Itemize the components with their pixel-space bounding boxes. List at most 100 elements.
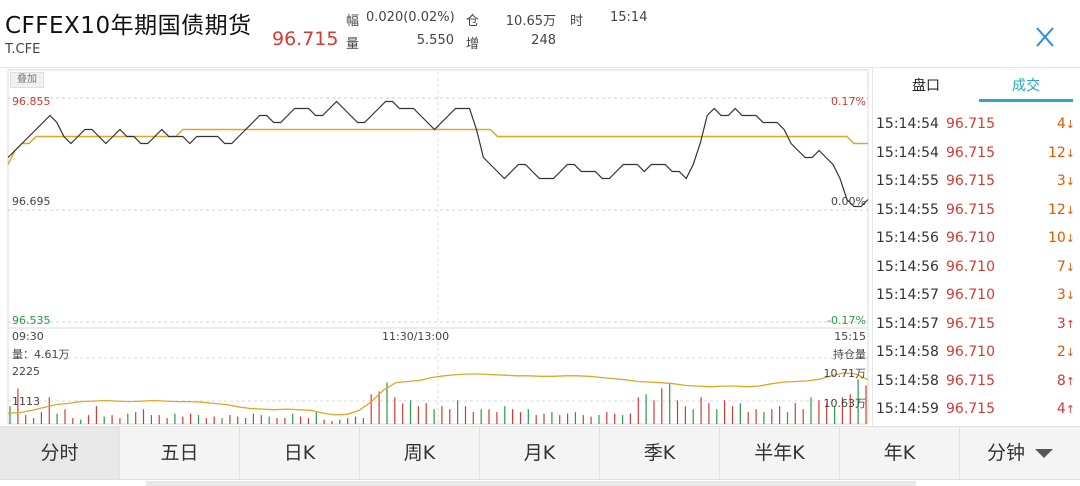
arrow-down-icon: ↓	[1065, 289, 1075, 302]
pct-low-label: -0.17%	[827, 314, 866, 327]
trade-row: 15:14:59 96.715 4↑	[873, 397, 1080, 426]
tab-period-7[interactable]: 年K	[840, 427, 960, 479]
last-price: 96.715	[272, 28, 339, 50]
chart-frame	[7, 69, 869, 425]
price-mid-label: 96.695	[12, 195, 51, 208]
open-interest-label: 仓	[466, 14, 480, 29]
trade-row: 15:14:57 96.715 3↑	[873, 312, 1080, 341]
tab-label: 分钟	[986, 442, 1025, 464]
trade-volume: 4↓	[1057, 116, 1075, 132]
trade-price: 96.715	[946, 315, 995, 332]
trade-time: 15:14:56	[876, 258, 939, 275]
tab-period-1[interactable]: 五日	[120, 427, 240, 479]
tab-period-8[interactable]: 分钟	[960, 427, 1080, 479]
close-button[interactable]	[1028, 20, 1062, 54]
avg-price-line	[7, 128, 868, 165]
arrow-down-icon: ↓	[1065, 175, 1075, 188]
chevron-down-icon	[1035, 449, 1053, 458]
tab-label: 季K	[643, 442, 676, 464]
tab-period-4[interactable]: 月K	[480, 427, 600, 479]
trade-row: 15:14:54 96.715 12↓	[873, 141, 1080, 170]
tab-trades[interactable]: 成交	[1012, 78, 1040, 94]
instrument-code: T.CFE	[5, 42, 41, 57]
quote-header: CFFEX10年期国债期货 T.CFE 96.715 幅 0.020(0.02%…	[0, 0, 1080, 68]
volume-value: 5.550	[416, 33, 454, 48]
tab-period-0[interactable]: 分时	[0, 427, 120, 479]
tab-label: 日K	[283, 442, 316, 464]
change-label: 幅	[346, 14, 360, 29]
trade-time: 15:14:54	[876, 116, 939, 132]
trade-row: 15:14:55 96.715 3↓	[873, 169, 1080, 198]
trade-volume-value: 3	[1056, 287, 1066, 303]
trade-row: 15:14:56 96.710 10↓	[873, 226, 1080, 255]
time-mid-label: 11:30/13:00	[382, 330, 450, 343]
trade-volume: 3↓	[1057, 173, 1075, 189]
trade-price: 96.715	[946, 201, 995, 218]
trade-row: 15:14:57 96.710 3↓	[873, 283, 1080, 312]
time-start-label: 09:30	[12, 330, 44, 343]
trade-volume-value: 12	[1047, 201, 1066, 218]
trade-time: 15:14:57	[876, 315, 939, 332]
open-interest-title: 持仓量	[833, 348, 866, 361]
trade-volume: 4↑	[1057, 401, 1075, 417]
trade-price: 96.715	[946, 144, 995, 161]
trade-volume: 3↑	[1057, 316, 1075, 332]
arrow-up-icon: ↑	[1065, 374, 1075, 388]
volume-low-tick: 1113	[12, 395, 40, 408]
arrow-down-icon: ↓	[1065, 203, 1075, 217]
trade-row: 15:14:58 96.715 8↑	[873, 369, 1080, 398]
arrow-down-icon: ↓	[1065, 232, 1075, 245]
tab-label: 半年K	[754, 442, 805, 464]
tab-period-3[interactable]: 周K	[360, 427, 480, 479]
pct-mid-label: 0.00%	[831, 195, 866, 208]
avg-price-series	[7, 128, 868, 165]
price-series	[7, 100, 869, 208]
trade-price: 96.710	[946, 258, 995, 275]
overlay-button[interactable]: 叠加	[10, 72, 44, 88]
time-label: 时	[570, 14, 584, 29]
volume-high-tick: 2225	[12, 365, 40, 378]
tab-period-2[interactable]: 日K	[240, 427, 360, 479]
open-interest-low-label: 10.63万	[823, 397, 867, 410]
trade-time: 15:14:56	[876, 230, 939, 246]
trade-row: 15:14:54 96.715 4↓	[873, 112, 1080, 141]
active-tab-indicator	[979, 99, 1073, 102]
open-interest-series	[7, 372, 869, 416]
trade-row: 15:14:55 96.715 12↓	[873, 198, 1080, 227]
price-high-label: 96.855	[12, 95, 51, 108]
tab-period-6[interactable]: 半年K	[720, 427, 840, 479]
chart-canvas	[7, 69, 869, 425]
arrow-down-icon: ↓	[1065, 346, 1075, 359]
tab-order-book[interactable]: 盘口	[912, 78, 940, 94]
open-interest-line	[7, 372, 869, 416]
oi-change-label: 增	[466, 37, 480, 52]
trade-volume-value: 3	[1056, 315, 1066, 332]
trade-volume: 2↓	[1057, 344, 1075, 360]
trade-time: 15:14:55	[876, 173, 939, 189]
tab-label: 周K	[403, 442, 436, 464]
trade-time: 15:14:59	[876, 401, 939, 417]
instrument-title: CFFEX10年期国债期货	[5, 13, 252, 39]
trade-volume-value: 12	[1047, 144, 1066, 161]
trade-tabs: 盘口 成交	[873, 68, 1080, 104]
trade-price: 96.710	[946, 344, 995, 360]
trade-volume-value: 10	[1047, 230, 1066, 246]
price-low-label: 96.535	[12, 314, 51, 327]
trade-volume: 12↓	[1048, 202, 1075, 218]
volume-label: 量	[346, 37, 360, 52]
trade-volume: 12↓	[1048, 145, 1075, 161]
trade-price: 96.715	[946, 372, 995, 389]
volume-bars	[9, 379, 867, 424]
trade-list: 15:14:54 96.715 4↓ 15:14:54 96.715 12↓ 15:14:5…	[873, 112, 1080, 426]
pct-high-label: 0.17%	[831, 95, 866, 108]
time-end-label: 15:15	[834, 330, 866, 343]
intraday-chart: 叠加 96.855 96.695 96.535 0.17% 0.00% -0.1…	[0, 68, 872, 426]
time-value: 15:14	[610, 10, 648, 25]
arrow-down-icon: ↓	[1065, 146, 1075, 160]
tab-label: 年K	[883, 442, 916, 464]
trade-price: 96.710	[946, 287, 995, 303]
trade-time: 15:14:54	[876, 144, 939, 161]
trade-volume-value: 2	[1056, 344, 1066, 360]
tab-period-5[interactable]: 季K	[600, 427, 720, 479]
